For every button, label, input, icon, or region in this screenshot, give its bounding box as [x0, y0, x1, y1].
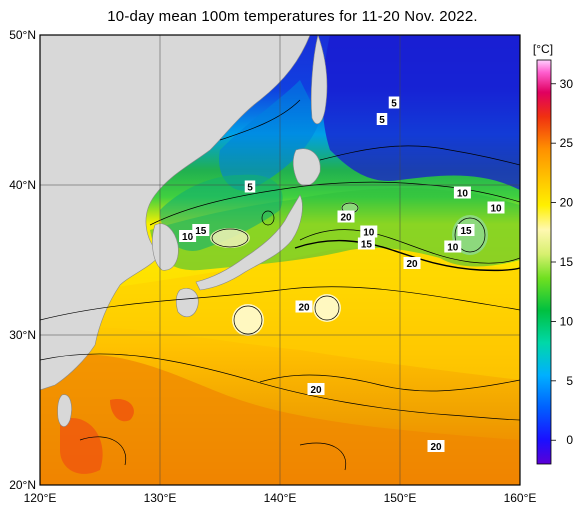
colorbar-gradient [536, 59, 552, 465]
latitude-tick-label: 40°N [9, 178, 36, 192]
longitude-tick-label: 130°E [144, 491, 177, 505]
longitude-tick-label: 160°E [504, 491, 537, 505]
colorbar-unit: [°C] [533, 42, 553, 56]
svg-text:20: 20 [340, 213, 352, 224]
contour-label: 20 [337, 210, 355, 224]
svg-text:15: 15 [460, 226, 472, 237]
svg-text:10: 10 [490, 204, 502, 215]
svg-text:5: 5 [391, 99, 397, 110]
contour-label: 20 [295, 300, 313, 314]
colorbar-tick-label: 0 [566, 433, 573, 447]
svg-text:20: 20 [310, 385, 322, 396]
land-masses [40, 35, 328, 427]
colorbar-tick-label: 5 [566, 374, 573, 388]
latitude-tick-label: 20°N [9, 478, 36, 492]
contour-label: 10 [444, 240, 462, 254]
contour-label: 5 [376, 113, 388, 126]
contour-label: 5 [244, 180, 256, 194]
svg-text:20: 20 [406, 259, 418, 270]
map-title: 10-day mean 100m temperatures for 11-20 … [107, 8, 478, 25]
contour-label: 10 [453, 186, 471, 200]
contour-label: 10 [487, 201, 505, 215]
taiwan-landmass [57, 394, 72, 427]
contour-label: 15 [357, 237, 375, 251]
svg-text:20: 20 [298, 303, 310, 314]
contour-label: 20 [403, 257, 421, 270]
contour-label: 5 [388, 96, 400, 110]
longitude-tick-label: 120°E [24, 491, 57, 505]
contour-label: 15 [457, 224, 475, 237]
svg-text:5: 5 [247, 183, 253, 194]
svg-text:10: 10 [182, 232, 194, 243]
sakhalin-landmass [310, 35, 328, 125]
korea-landmass [152, 223, 179, 271]
longitude-ticks: 120°E 130°E 140°E 150°E 160°E [24, 491, 537, 505]
japan-kyushu [175, 288, 199, 318]
colorbar-tick-label: 30 [560, 77, 574, 91]
latitude-ticks: 50°N 40°N 30°N 20°N [9, 28, 36, 492]
latitude-tick-label: 30°N [9, 328, 36, 342]
isotherm-contours [40, 99, 520, 471]
graticule [40, 35, 520, 485]
svg-text:10: 10 [447, 243, 459, 254]
svg-text:10: 10 [363, 228, 375, 239]
colorbar-tick-label: 25 [560, 136, 574, 150]
map-frame [39, 34, 521, 486]
svg-text:15: 15 [361, 240, 373, 251]
colorbar-tick-label: 15 [560, 255, 574, 269]
svg-text:15: 15 [195, 226, 207, 237]
colorbar-tick-label: 10 [560, 314, 574, 328]
latitude-tick-label: 50°N [9, 28, 36, 42]
contour-label: 20 [427, 440, 445, 453]
longitude-tick-label: 140°E [264, 491, 297, 505]
asia-landmass [40, 35, 311, 391]
svg-text:20: 20 [430, 442, 442, 453]
svg-text:10: 10 [457, 189, 469, 200]
contour-label: 10 [179, 230, 197, 243]
japan-honshu [195, 194, 303, 291]
colorbar-tick-label: 20 [560, 196, 574, 210]
longitude-tick-label: 150°E [384, 491, 417, 505]
contour-label: 15 [192, 224, 210, 237]
contour-label: 10 [360, 225, 378, 239]
colorbar: [°C] 30 25 20 15 10 5 0 [533, 42, 573, 465]
svg-text:5: 5 [379, 115, 385, 126]
colorbar-ticks: 30 25 20 15 10 5 0 [551, 77, 573, 447]
contour-label: 20 [307, 383, 325, 396]
